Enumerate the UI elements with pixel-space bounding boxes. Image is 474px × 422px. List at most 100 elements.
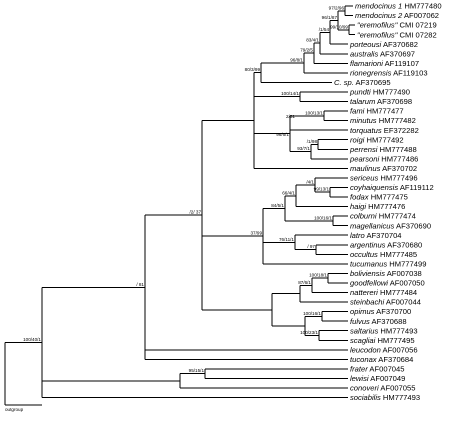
taxon-label: perrensi HM777488 [349,145,417,154]
taxon-name: magellanicus [350,221,395,230]
taxon-label: tucumanus HM777499 [350,259,426,268]
support-value: 80/3/99 [245,67,261,72]
accession-number: AF007050 [388,279,425,288]
support-value: /4/1 [306,180,314,185]
accession-number: AF007038 [385,269,422,278]
taxon-label: tuconax AF370684 [350,355,413,364]
accession-number: AF370704 [365,231,402,240]
accession-number: AF007056 [381,345,418,354]
taxon-name: boliviensis [350,269,385,278]
taxon-name: minutus [350,116,377,125]
accession-number: AF119112 [398,183,434,192]
accession-number: HM777499 [387,259,426,268]
support-value: /1/98 [307,139,318,144]
taxon-label: "eremofilus" CMI 07219 [357,21,437,30]
taxon-label: maulinus AF370702 [350,164,417,173]
taxon-name: rionegrensis [350,68,392,77]
taxon-name: occultus [350,250,378,259]
taxon-label: torquatus EF372282 [350,126,419,135]
taxon-label: frater AF007045 [350,365,404,374]
accession-number: HM777484 [378,288,417,297]
support-value: 95/15/1 [189,368,205,373]
taxon-name: fami [350,107,365,116]
accession-number: HM777495 [375,336,414,345]
accession-number: AF370698 [375,97,412,106]
taxon-label: nattereri HM777484 [350,288,417,297]
accession-number: HM777496 [378,174,417,183]
accession-number: AF007045 [368,365,405,374]
taxon-label: colburni HM777474 [350,212,416,221]
taxon-name: perrensi [349,145,378,154]
taxon-label: magellanicus AF370690 [350,221,431,230]
accession-number: AF119103 [391,68,427,77]
support-value: /1/54 [319,27,330,32]
taxon-label: conoveri AF007055 [350,384,415,393]
taxon-label: opimus AF370700 [350,307,411,316]
support-value: 100/23/1 [300,330,318,335]
taxon-label: roigi HM777492 [350,135,404,144]
support-value: / 97 [307,244,315,249]
support-value: 97/2/96 [329,5,345,10]
accession-number: AF370702 [380,164,417,173]
taxon-name: colburni [350,212,377,221]
taxon-name: nattereri [350,288,378,297]
support-value: 100/16/1 [303,311,321,316]
taxon-name: steinbachi [350,298,385,307]
taxon-name: tucumanus [350,259,387,268]
support-value: 99/10/99 [330,24,348,29]
support-value: 83/4/1 [306,38,319,43]
accession-number: HM777485 [378,250,417,259]
taxon-label: sociabilis HM777493 [350,393,420,402]
outgroup-label: outgroup [5,407,24,412]
taxon-name: goodfellowi [350,279,388,288]
taxon-name: lewisi [350,374,369,383]
taxon-label: scagliai HM777495 [350,336,415,345]
taxon-name: torquatus [350,126,382,135]
taxon-label: goodfellowi AF007050 [350,279,425,288]
accession-number: AF370695 [354,78,391,87]
taxon-label: steinbachi AF007044 [350,298,421,307]
accession-number: AF007049 [369,374,406,383]
taxon-label: saltarius HM777493 [350,326,418,335]
support-value: 100/40/1 [23,337,41,342]
accession-number: HM777492 [364,135,403,144]
taxon-name: australis [350,49,378,58]
taxon-label: pundti HM777490 [349,88,410,97]
taxon-label: fami HM777477 [350,107,404,116]
accession-number: HM777480 [402,2,441,11]
accession-number: HM777474 [377,212,416,221]
taxon-name: sericeus [350,174,378,183]
accession-number: AF007044 [384,298,421,307]
taxon-name: mendocinus 1 [355,2,402,11]
taxon-label: mendocinus 2 AF007062 [355,11,439,20]
taxon-name: "eremofilus" [357,21,398,30]
taxon-label: "eremofilus" CMI 07282 [357,30,437,39]
accession-number: AF370697 [378,49,415,58]
accession-number: AF119107 [383,59,419,68]
support-value: 100/16/1 [314,215,332,220]
accession-number: CMI 07282 [397,30,436,39]
accession-number: HM777488 [377,145,416,154]
taxon-name: maulinus [350,164,381,173]
taxon-name: latro [350,231,365,240]
accession-number: AF370688 [370,317,407,326]
support-value: 100/14/1 [281,91,299,96]
taxon-label: sericeus HM777496 [350,174,418,183]
support-value: / 81 [136,282,144,287]
taxon-name: coyhaiquensis [350,183,398,192]
taxon-label: flamarioni AF119107 [350,59,419,68]
support-value: 87/6/1 [298,280,311,285]
taxon-label: pearsoni HM777486 [349,154,418,163]
taxon-name: pearsoni [349,154,379,163]
accession-number: EF372282 [382,126,419,135]
taxon-label: fulvus AF370688 [350,317,407,326]
support-value: 84/5/1 [271,203,284,208]
taxon-label: boliviensis AF007038 [350,269,422,278]
accession-number: AF370682 [381,40,418,49]
taxon-name: scagliai [350,336,376,345]
accession-number: AF007062 [402,11,439,20]
accession-number: HM777486 [379,154,418,163]
taxon-label: C. sp. AF370695 [334,78,391,87]
